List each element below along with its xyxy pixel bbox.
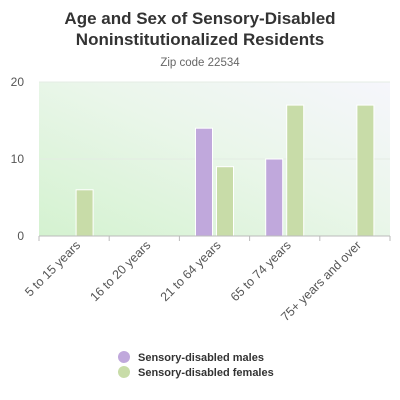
bar-males [195, 127, 213, 237]
y-axis-ticks: 0 10 20 [11, 75, 25, 243]
y-tick-label: 20 [11, 75, 25, 89]
legend-swatch-males [118, 351, 130, 363]
grid-lines [39, 81, 390, 160]
legend: Sensory-disabled males Sensory-disabled … [118, 351, 274, 379]
x-tick-label: 65 to 74 years [228, 238, 294, 304]
x-axis-ticks [38, 236, 391, 241]
bar-males [265, 158, 284, 237]
x-tick-label: 16 to 20 years [88, 238, 154, 304]
x-tick-label: 5 to 15 years [22, 238, 83, 299]
bar-females [216, 166, 234, 237]
chart-title-line-2: Noninstitutionalized Residents [76, 30, 324, 49]
y-tick-label: 0 [17, 229, 24, 243]
bar-females [75, 189, 94, 237]
x-axis-labels: 5 to 15 years 16 to 20 years 21 to 64 year… [22, 238, 364, 324]
chart-subtitle: Zip code 22534 [160, 57, 240, 69]
y-tick-label: 10 [11, 152, 25, 166]
legend-label-males: Sensory-disabled males [138, 352, 264, 364]
legend-label-females: Sensory-disabled females [138, 367, 274, 379]
chart-title-line-1: Age and Sex of Sensory-Disabled [64, 9, 335, 28]
legend-swatch-females [118, 366, 130, 378]
bar-females [356, 104, 375, 237]
bar-females [286, 104, 305, 237]
x-tick-label: 21 to 64 years [158, 238, 224, 304]
x-tick-label: 75+ years and over [278, 238, 364, 324]
